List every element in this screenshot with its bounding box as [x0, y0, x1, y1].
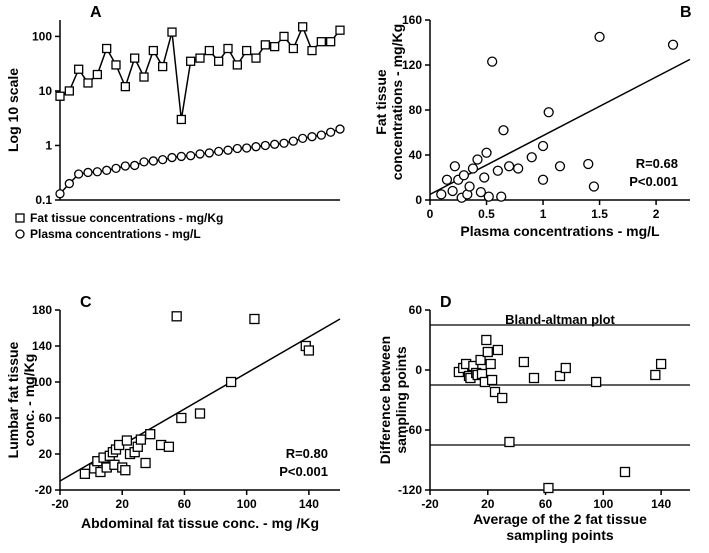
svg-text:R=0.68: R=0.68	[636, 156, 678, 171]
svg-text:0.1: 0.1	[35, 193, 52, 207]
svg-text:concentrations - mg/Kg: concentrations - mg/Kg	[389, 24, 405, 180]
svg-text:60: 60	[539, 497, 553, 511]
svg-text:Lumbar fat tissue: Lumbar fat tissue	[5, 341, 21, 458]
svg-text:60: 60	[39, 411, 53, 425]
svg-text:1: 1	[45, 138, 52, 152]
figure-root: A0.1110100Log 10 scaleFat tissue concent…	[0, 0, 709, 553]
svg-text:R=0.80: R=0.80	[286, 446, 328, 461]
svg-text:conc. - mg/Kg: conc. - mg/Kg	[21, 354, 37, 447]
panel-d: D-120-60060-202060100140Bland-altman plo…	[377, 294, 690, 543]
svg-text:P<0.001: P<0.001	[279, 464, 328, 479]
svg-text:80: 80	[409, 103, 423, 117]
panel-a: A 0.1 1 10 100 Log 10 scale Fat tissue concent…	[5, 4, 344, 241]
svg-text:Log 10 scale: Log 10 scale	[5, 68, 21, 152]
svg-text:Plasma concentrations - mg/L: Plasma concentrations - mg/L	[30, 227, 201, 241]
svg-text:20: 20	[116, 497, 130, 511]
svg-text:140: 140	[651, 497, 671, 511]
figure-svg: A0.1110100Log 10 scaleFat tissue concent…	[0, 0, 709, 553]
svg-text:D: D	[440, 294, 452, 311]
svg-text:-120: -120	[398, 483, 422, 497]
svg-text:Fat tissue concentrations - mg: Fat tissue concentrations - mg/Kg	[30, 211, 223, 225]
svg-text:40: 40	[409, 148, 423, 162]
svg-text:C: C	[80, 294, 92, 311]
svg-text:0: 0	[415, 193, 422, 207]
svg-text:B: B	[680, 4, 692, 21]
svg-text:0: 0	[415, 363, 422, 377]
svg-text:0.5: 0.5	[478, 207, 495, 221]
svg-text:-20: -20	[51, 497, 69, 511]
svg-text:-20: -20	[421, 497, 439, 511]
svg-text:1: 1	[540, 207, 547, 221]
svg-text:20: 20	[481, 497, 495, 511]
svg-text:180: 180	[32, 303, 52, 317]
svg-text:10: 10	[39, 84, 53, 98]
panel-b: B 0 40 80 120 160 0 0.5 1 1.5 2 Plasma concentratio…	[373, 4, 692, 239]
svg-text:P<0.001: P<0.001	[629, 174, 678, 189]
svg-text:100: 100	[32, 29, 52, 43]
svg-text:Abdominal fat tissue conc. - m: Abdominal fat tissue conc. - mg /Kg	[81, 515, 319, 531]
svg-text:-20: -20	[35, 483, 53, 497]
svg-text:20: 20	[39, 447, 53, 461]
svg-text:1.5: 1.5	[591, 207, 608, 221]
svg-text:sampling points: sampling points	[506, 527, 614, 543]
svg-text:140: 140	[299, 497, 319, 511]
svg-text:100: 100	[237, 497, 257, 511]
svg-text:140: 140	[32, 339, 52, 353]
svg-text:Plasma concentrations - mg/L: Plasma concentrations - mg/L	[460, 223, 660, 239]
svg-text:0: 0	[427, 207, 434, 221]
svg-text:60: 60	[409, 303, 423, 317]
svg-text:Fat tissue: Fat tissue	[373, 69, 389, 135]
svg-text:60: 60	[178, 497, 192, 511]
svg-text:Difference between: Difference between	[377, 336, 393, 464]
panel-c: C-202060100140180-202060100140Abdominal …	[5, 294, 340, 531]
svg-text:A: A	[90, 4, 102, 21]
svg-text:100: 100	[593, 497, 613, 511]
svg-text:sampling points: sampling points	[393, 346, 409, 454]
svg-text:Average of the 2 fat tissue: Average of the 2 fat tissue	[473, 511, 647, 527]
svg-text:160: 160	[402, 13, 422, 27]
svg-text:120: 120	[402, 58, 422, 72]
svg-text:2: 2	[653, 207, 660, 221]
